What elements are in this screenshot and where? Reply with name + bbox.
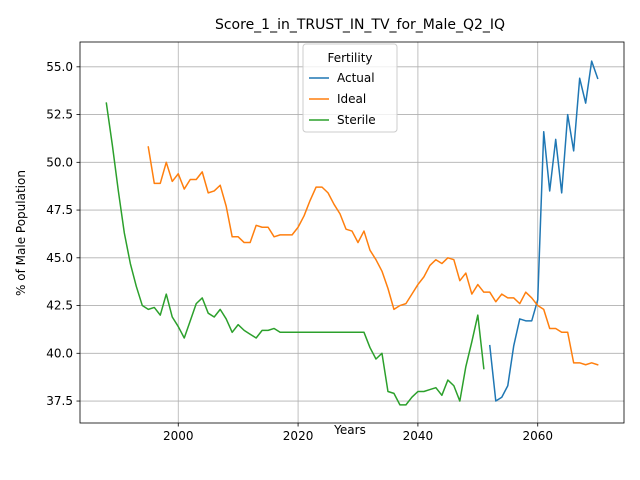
series-lines: [105, 60, 599, 406]
plot-frame: [79, 41, 625, 424]
y-axis: 37.5 40.0 42.5 45.0 47.5 50.0 52.5 55.0: [46, 60, 80, 408]
y-tick-label: 42.5: [46, 299, 73, 313]
y-axis-label: % of Male Population: [14, 170, 28, 296]
chart-title: Score_1_in_TRUST_IN_TV_for_Male_Q2_IQ: [215, 17, 505, 33]
series-line-ideal: [147, 146, 599, 366]
x-tick-label: 2020: [283, 429, 314, 443]
x-tick-label: 2040: [403, 429, 434, 443]
legend-entry: Sterile: [337, 113, 376, 127]
legend-title: Fertility: [327, 51, 372, 65]
y-tick-label: 40.0: [46, 346, 73, 360]
x-tick-label: 2000: [163, 429, 194, 443]
legend-entry: Actual: [337, 71, 375, 85]
legend-entry: Ideal: [337, 92, 366, 106]
x-tick-label: 2060: [522, 429, 553, 443]
y-tick-label: 45.0: [46, 251, 73, 265]
y-tick-label: 55.0: [46, 60, 73, 74]
y-tick-label: 52.5: [46, 108, 73, 122]
y-tick-label: 37.5: [46, 394, 73, 408]
legend-box: [302, 43, 398, 133]
y-tick-label: 47.5: [46, 203, 73, 217]
series-line-sterile: [105, 102, 485, 406]
legend: Fertility Actual Ideal Sterile: [302, 43, 398, 133]
series-line-actual: [488, 60, 599, 402]
grid: [80, 42, 624, 423]
y-tick-label: 50.0: [46, 155, 73, 169]
x-axis-label: Years: [333, 423, 366, 437]
x-axis: 2000 2020 2040 2060: [163, 423, 553, 443]
